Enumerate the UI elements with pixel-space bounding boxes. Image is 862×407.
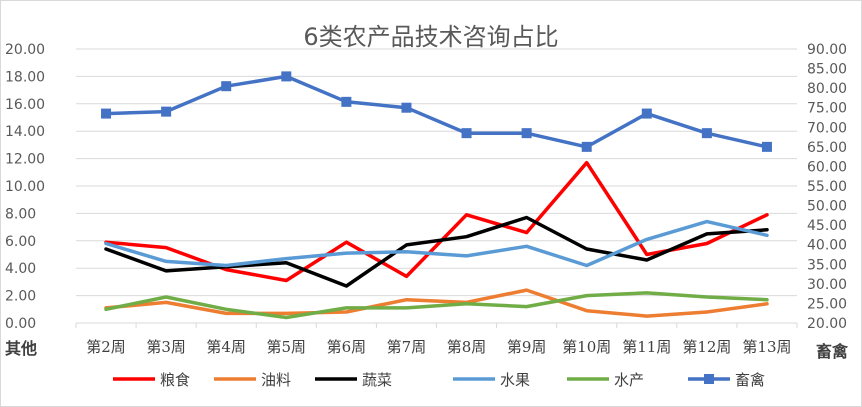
series-line: [104, 219, 769, 268]
legend-item: 油料: [214, 371, 291, 389]
right-tick-label: 45.00: [807, 218, 847, 234]
gridlines: [76, 48, 797, 324]
data-point: [221, 81, 232, 92]
right-tick-label: 50.00: [807, 199, 847, 215]
data-point: [581, 141, 592, 152]
left-tick-label: 6.00: [5, 234, 36, 250]
data-point: [761, 141, 772, 152]
chart-title: 6类农产品技术咨询占比: [303, 23, 558, 51]
right-tick-label: 85.00: [807, 62, 847, 78]
data-point: [341, 96, 352, 107]
left-tick-label: 12.00: [5, 152, 45, 168]
right-tick-label: 20.00: [807, 316, 847, 332]
category-label: 第2周: [86, 338, 126, 356]
data-point: [401, 102, 412, 113]
category-axis-ticks: 第2周 第3周 第4周 第5周 第6周 第7周 第8周 第9周 第10周 第11周 第12周 第13周: [75, 323, 798, 356]
legend-item: 水果: [453, 371, 530, 389]
data-point: [641, 108, 652, 119]
left-tick-label: 16.00: [5, 97, 45, 113]
series-line: [104, 74, 769, 149]
right-axis-title: 畜禽: [816, 342, 849, 361]
category-label: 第7周: [387, 338, 427, 356]
data-point: [281, 71, 292, 82]
left-tick-label: 14.00: [5, 124, 45, 140]
right-tick-label: 25.00: [807, 296, 847, 312]
data-point: [161, 106, 172, 117]
series-5: [104, 291, 769, 320]
data-point: [701, 128, 712, 139]
category-label: 第12周: [682, 338, 731, 356]
right-axis-ticks: 20.00 25.00 30.00 35.00 40.00 45.00 50.00 55.00…: [807, 42, 847, 332]
series-2: [104, 288, 769, 318]
legend-label: 粮食: [160, 371, 190, 389]
category-label: 第5周: [267, 338, 307, 356]
left-tick-label: 20.00: [5, 42, 45, 58]
data-point: [101, 108, 112, 119]
left-tick-label: 0.00: [5, 316, 36, 332]
right-tick-label: 70.00: [807, 120, 847, 136]
category-label: 第11周: [622, 338, 671, 356]
series-layer: [101, 71, 772, 320]
legend-label: 畜禽: [735, 371, 765, 389]
category-label: 第8周: [447, 338, 487, 356]
data-point: [461, 128, 472, 139]
right-tick-label: 65.00: [807, 140, 847, 156]
series-3: [104, 215, 769, 288]
legend-label: 蔬菜: [362, 371, 392, 389]
left-tick-label: 8.00: [5, 206, 36, 222]
right-tick-label: 40.00: [807, 238, 847, 254]
legend-item: 粮食: [113, 371, 190, 389]
legend-marker: [704, 374, 714, 384]
right-tick-label: 80.00: [807, 81, 847, 97]
series-line: [104, 288, 769, 318]
legend-item: 蔬菜: [315, 371, 392, 389]
right-tick-label: 60.00: [807, 159, 847, 175]
category-label: 第10周: [562, 338, 611, 356]
right-tick-label: 90.00: [807, 42, 847, 58]
left-tick-label: 18.00: [5, 69, 45, 85]
series-4: [104, 219, 769, 268]
legend-label: 水产: [614, 371, 644, 389]
right-tick-label: 55.00: [807, 179, 847, 195]
category-label: 第3周: [146, 338, 186, 356]
series-6: [101, 71, 772, 152]
right-tick-label: 30.00: [807, 277, 847, 293]
category-label: 第9周: [507, 338, 547, 356]
right-tick-label: 35.00: [807, 257, 847, 273]
left-tick-label: 10.00: [5, 179, 45, 195]
category-label: 第6周: [327, 338, 367, 356]
right-tick-label: 75.00: [807, 101, 847, 117]
left-tick-label: 2.00: [5, 289, 36, 305]
legend-label: 油料: [261, 371, 291, 389]
left-axis-ticks: 0.00 2.00 4.00 6.00 8.00 10.00 12.00 14.00 16.00…: [5, 42, 45, 332]
left-axis-title: 其他: [5, 339, 37, 358]
legend-item: 水产: [567, 371, 644, 389]
series-line: [104, 291, 769, 320]
data-point: [521, 128, 532, 139]
legend-item: 畜禽: [688, 371, 765, 389]
series-line: [104, 215, 769, 288]
category-label: 第13周: [742, 338, 791, 356]
legend: 粮食 油料 蔬菜 水果 水产 畜禽: [113, 371, 765, 389]
legend-label: 水果: [500, 371, 530, 389]
left-tick-label: 4.00: [5, 261, 36, 277]
category-label: 第4周: [206, 338, 246, 356]
